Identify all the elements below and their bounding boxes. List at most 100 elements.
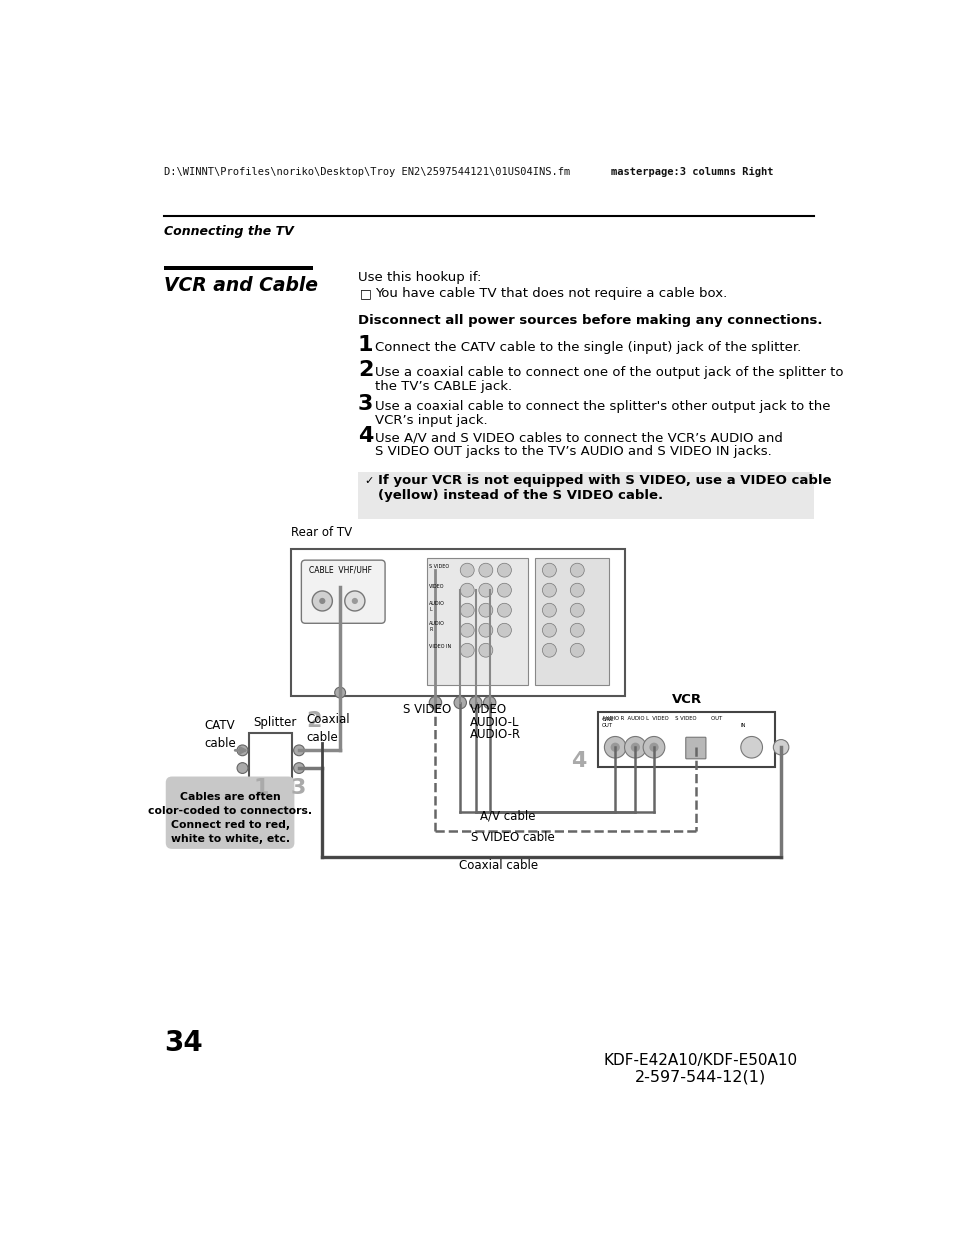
Circle shape: [478, 643, 493, 657]
FancyBboxPatch shape: [685, 737, 705, 758]
Circle shape: [469, 697, 481, 709]
Text: S VIDEO cable: S VIDEO cable: [471, 831, 555, 845]
Text: (yellow) instead of the S VIDEO cable.: (yellow) instead of the S VIDEO cable.: [377, 489, 662, 503]
Circle shape: [570, 624, 583, 637]
Circle shape: [773, 740, 788, 755]
Text: Disconnect all power sources before making any connections.: Disconnect all power sources before maki…: [357, 314, 821, 327]
Text: KDF-E42A10/KDF-E50A10: KDF-E42A10/KDF-E50A10: [603, 1052, 797, 1067]
Text: 4: 4: [571, 751, 586, 771]
Text: □: □: [359, 287, 371, 300]
Bar: [249, 734, 292, 783]
Text: VIDEO IN: VIDEO IN: [429, 643, 451, 648]
Text: You have cable TV that does not require a cable box.: You have cable TV that does not require …: [375, 287, 726, 300]
Circle shape: [570, 643, 583, 657]
Bar: [164, 266, 313, 270]
Text: 3: 3: [291, 778, 306, 798]
FancyBboxPatch shape: [166, 777, 294, 848]
Text: CATV
cable: CATV cable: [204, 719, 236, 750]
Text: AUDIO
L: AUDIO L: [429, 601, 445, 611]
Circle shape: [459, 643, 474, 657]
Text: S VIDEO: S VIDEO: [429, 564, 449, 569]
FancyBboxPatch shape: [301, 561, 385, 624]
Circle shape: [459, 563, 474, 577]
Circle shape: [542, 624, 556, 637]
Text: 2: 2: [306, 711, 321, 731]
Circle shape: [542, 603, 556, 618]
Text: A/V cable: A/V cable: [479, 810, 535, 823]
Text: Use this hookup if:: Use this hookup if:: [357, 270, 481, 284]
Circle shape: [483, 697, 496, 709]
Circle shape: [497, 603, 511, 618]
Text: CABLE  VHF/UHF: CABLE VHF/UHF: [309, 566, 372, 574]
Text: Use A/V and S VIDEO cables to connect the VCR’s AUDIO and: Use A/V and S VIDEO cables to connect th…: [375, 431, 782, 445]
Circle shape: [429, 697, 441, 709]
Text: VCR: VCR: [671, 693, 700, 705]
Text: Use a coaxial cable to connect the splitter's other output jack to the: Use a coaxial cable to connect the split…: [375, 400, 830, 412]
Circle shape: [649, 742, 658, 752]
Bar: [291, 548, 624, 697]
Circle shape: [740, 736, 761, 758]
Circle shape: [497, 563, 511, 577]
Circle shape: [335, 687, 345, 698]
Text: Cables are often
color-coded to connectors.
Connect red to red,
white to white, : Cables are often color-coded to connecto…: [148, 792, 312, 844]
Circle shape: [344, 592, 365, 611]
Circle shape: [294, 763, 304, 773]
Text: 1: 1: [357, 335, 373, 354]
Text: AUDIO-L: AUDIO-L: [469, 716, 518, 729]
Circle shape: [459, 624, 474, 637]
Circle shape: [542, 643, 556, 657]
Circle shape: [630, 742, 639, 752]
Circle shape: [478, 583, 493, 597]
Text: the TV’s CABLE jack.: the TV’s CABLE jack.: [375, 380, 512, 393]
Bar: [535, 558, 608, 685]
Text: Splitter: Splitter: [253, 716, 296, 729]
Text: 2-597-544-12(1): 2-597-544-12(1): [634, 1070, 765, 1084]
Text: VIDEO: VIDEO: [469, 704, 506, 716]
Circle shape: [624, 736, 645, 758]
Text: S VIDEO: S VIDEO: [402, 704, 451, 716]
Text: masterpage:3 columns Right: masterpage:3 columns Right: [611, 167, 773, 177]
Circle shape: [478, 624, 493, 637]
Circle shape: [294, 745, 304, 756]
Circle shape: [478, 563, 493, 577]
Text: LINE
OUT: LINE OUT: [601, 718, 613, 729]
Circle shape: [570, 603, 583, 618]
Circle shape: [542, 563, 556, 577]
Text: Rear of TV: Rear of TV: [291, 526, 352, 540]
Circle shape: [542, 583, 556, 597]
Text: Connecting the TV: Connecting the TV: [164, 225, 294, 238]
Bar: [357, 472, 813, 520]
Circle shape: [642, 736, 664, 758]
Text: 2: 2: [357, 361, 373, 380]
Text: VIDEO: VIDEO: [429, 584, 444, 589]
Text: Coaxial cable: Coaxial cable: [459, 858, 538, 872]
Text: Use a coaxial cable to connect one of the output jack of the splitter to: Use a coaxial cable to connect one of th…: [375, 366, 842, 379]
Circle shape: [610, 742, 619, 752]
Text: ✓: ✓: [364, 475, 374, 485]
Text: AUDIO
R: AUDIO R: [429, 621, 445, 632]
Bar: [598, 711, 774, 767]
Circle shape: [236, 745, 248, 756]
Circle shape: [604, 736, 625, 758]
Text: 3: 3: [357, 394, 373, 414]
Text: IN: IN: [740, 724, 744, 729]
Circle shape: [478, 603, 493, 618]
Bar: [427, 558, 527, 685]
Text: D:\WINNT\Profiles\noriko\Desktop\Troy EN2\2597544121\01US04INS.fm: D:\WINNT\Profiles\noriko\Desktop\Troy EN…: [164, 167, 570, 177]
Text: If your VCR is not equipped with S VIDEO, use a VIDEO cable: If your VCR is not equipped with S VIDEO…: [377, 474, 831, 487]
Circle shape: [459, 583, 474, 597]
Circle shape: [570, 583, 583, 597]
Circle shape: [497, 583, 511, 597]
Circle shape: [352, 598, 357, 604]
Circle shape: [236, 763, 248, 773]
Circle shape: [459, 603, 474, 618]
Text: AUDIO R  AUDIO L  VIDEO    S VIDEO         OUT: AUDIO R AUDIO L VIDEO S VIDEO OUT: [601, 715, 721, 720]
Circle shape: [312, 592, 332, 611]
Text: VCR and Cable: VCR and Cable: [164, 275, 318, 295]
Text: 34: 34: [164, 1029, 203, 1057]
Circle shape: [570, 563, 583, 577]
Text: Coaxial
cable: Coaxial cable: [306, 713, 350, 745]
Text: VCR’s input jack.: VCR’s input jack.: [375, 414, 487, 427]
Text: Connect the CATV cable to the single (input) jack of the splitter.: Connect the CATV cable to the single (in…: [375, 341, 801, 353]
Text: 1: 1: [253, 778, 269, 798]
